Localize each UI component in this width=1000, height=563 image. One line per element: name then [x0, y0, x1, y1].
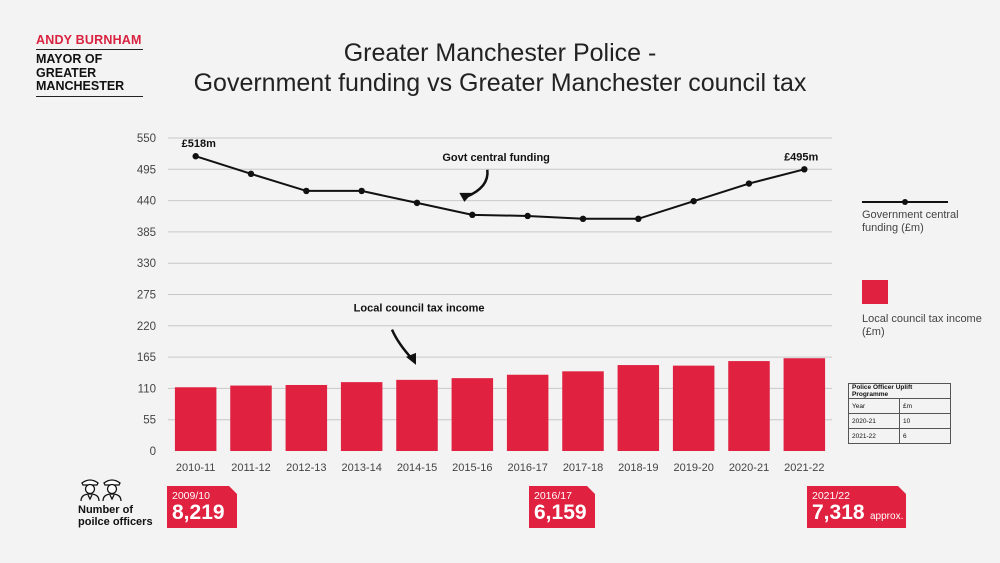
x-tick-label: 2011-12: [231, 462, 271, 474]
data-point: [303, 187, 310, 195]
x-tick-label: 2010-11: [176, 462, 216, 474]
x-tick-label: 2015-16: [452, 462, 492, 474]
bar: [451, 378, 494, 451]
legend-bar-swatch: [862, 280, 888, 304]
police-officer-icon: [80, 479, 122, 502]
officer-callout-2021: 2021/22 7,318 approx.: [807, 486, 906, 528]
officer-callout-2009: 2009/10 8,219: [167, 486, 237, 528]
y-tick-label: 385: [137, 227, 156, 239]
data-point: [524, 212, 531, 220]
brand-role-line: MAYOR OF: [36, 52, 103, 66]
callout-shape: [807, 486, 906, 528]
callout-shape: [529, 486, 595, 528]
y-tick-label: 165: [137, 352, 156, 364]
y-tick-label: 550: [137, 133, 156, 145]
y-tick-label: 495: [137, 164, 156, 176]
series-line: [195, 155, 805, 220]
title-line: Government funding vs Greater Manchester…: [193, 69, 807, 97]
data-point: [413, 199, 421, 207]
callout-suffix: approx.: [870, 511, 904, 522]
data-point: [635, 215, 642, 223]
annotation-arrow: [390, 329, 414, 361]
callout-value: 6,159: [534, 501, 587, 524]
callout-year: 2009/10: [172, 490, 210, 502]
data-point: [469, 211, 476, 219]
table-cell: 10: [899, 413, 951, 429]
bar: [728, 361, 770, 451]
table-cell: 6: [899, 428, 951, 444]
annotation-arrow: [465, 169, 489, 198]
bar: [396, 379, 438, 451]
table-row: Year £m: [848, 398, 951, 414]
data-label: £495m: [784, 151, 818, 163]
data-label: £518m: [182, 138, 216, 150]
officers-label: Number of poilce officers: [78, 504, 153, 528]
uplift-table: Police Officer Uplift Programme Year £m …: [848, 383, 951, 444]
x-tick-label: 2018-19: [618, 462, 658, 474]
y-tick-label: 440: [137, 196, 156, 208]
table-cell: 2020-21: [848, 413, 900, 429]
x-tick-label: 2020-21: [729, 462, 769, 474]
data-point: [358, 187, 365, 195]
brand-name: ANDY BURNHAM: [36, 33, 143, 50]
data-point: [745, 180, 753, 187]
officer-callout-2016: 2016/17 6,159: [529, 486, 595, 528]
y-tick-label: 330: [137, 258, 156, 270]
brand-role-line: GREATER: [36, 65, 97, 80]
bar: [783, 358, 826, 451]
callout-year: 2016/17: [534, 490, 572, 502]
x-tick-label: 2014-15: [397, 462, 437, 474]
x-tick-label: 2012-13: [286, 462, 326, 474]
data-point: [247, 170, 255, 178]
x-tick-label: 2013-14: [341, 462, 381, 474]
page-title: Greater Manchester Police - Government f…: [160, 38, 840, 98]
table-cell: 2021-22: [848, 428, 900, 444]
table-row: 2020-21 10: [848, 413, 951, 429]
x-tick-label: 2016-17: [507, 462, 547, 474]
callout-shape: [167, 486, 237, 528]
bar: [672, 365, 715, 451]
uplift-table-title: Police Officer Uplift Programme: [848, 383, 951, 399]
brand-role-line: MANCHESTER: [36, 79, 125, 93]
annotation-label: Govt central funding: [442, 152, 550, 164]
data-point: [690, 197, 697, 205]
y-tick-label: 0: [150, 446, 156, 458]
bar: [340, 382, 383, 451]
callout-value: 7,318: [812, 501, 865, 524]
bar: [230, 385, 272, 451]
bar: [562, 371, 604, 451]
data-point: [579, 215, 587, 223]
legend-line-swatch: [862, 199, 948, 205]
x-tick-label: 2019-20: [673, 462, 713, 474]
data-point: [801, 166, 808, 173]
uplift-header-year: Year: [848, 398, 900, 414]
annotation-arrowhead: [406, 352, 416, 365]
title-line: Greater Manchester Police -: [343, 39, 657, 67]
table-row: 2021-22 6: [848, 428, 951, 444]
brand-block: ANDY BURNHAM MAYOR OF GREATER MANCHESTER: [36, 33, 143, 97]
brand-role: MAYOR OF GREATER MANCHESTER: [36, 50, 143, 97]
legend-bar-label: Local council tax income (£m): [862, 313, 982, 338]
officers-label-line: Number of: [78, 504, 133, 516]
officers-label-line: poilce officers: [78, 516, 153, 528]
x-tick-label: 2021-22: [784, 462, 824, 474]
bar: [174, 387, 217, 451]
callout-year: 2021/22: [812, 490, 850, 502]
y-tick-label: 275: [137, 290, 156, 302]
legend-line-label: Government central funding (£m): [862, 209, 959, 234]
y-tick-label: 220: [137, 321, 156, 333]
y-tick-label: 110: [138, 383, 156, 395]
bar: [285, 384, 328, 451]
uplift-header-amount: £m: [899, 398, 951, 414]
callout-value: 8,219: [172, 501, 225, 524]
bar: [617, 365, 660, 451]
annotation-arrowhead: [459, 192, 473, 202]
bar: [506, 374, 549, 451]
data-point: [192, 153, 199, 160]
annotation-label: Local council tax income: [354, 303, 485, 315]
x-tick-label: 2017-18: [563, 462, 603, 474]
y-tick-label: 55: [143, 415, 156, 427]
